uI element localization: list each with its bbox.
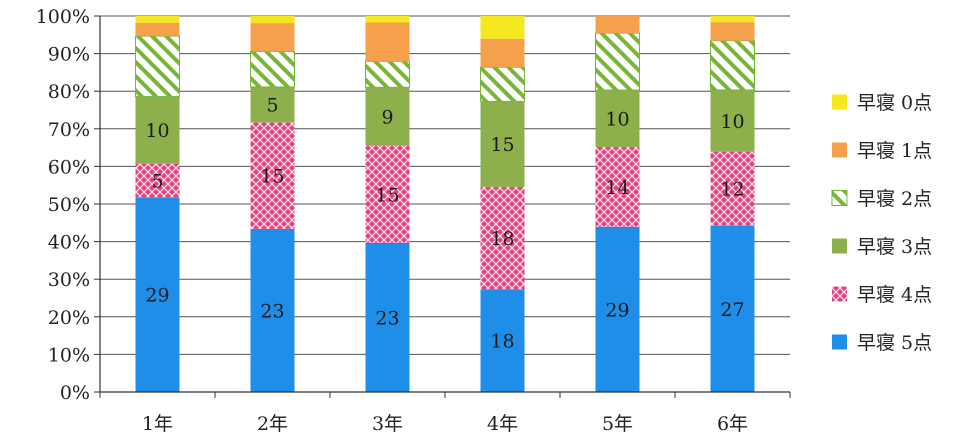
bar-segment [595, 147, 640, 227]
data-label: 18 [490, 228, 514, 250]
y-tick-label: 100% [36, 6, 90, 28]
bar-segment [480, 38, 525, 68]
data-label: 15 [375, 184, 399, 206]
bar-segment [710, 40, 755, 91]
bar-segment [595, 226, 640, 392]
bar-segment [135, 35, 180, 98]
bar-segment [250, 228, 295, 392]
y-tick-label: 90% [48, 44, 90, 66]
bar-segment [135, 197, 180, 392]
legend-entry-label: 早寝 1点 [857, 140, 932, 162]
x-tick-label: 5年 [602, 413, 633, 435]
y-tick-label: 50% [48, 194, 90, 216]
bar-segment [480, 289, 525, 392]
bar-segment [710, 89, 755, 152]
bar-segment [480, 101, 525, 187]
data-label: 10 [145, 120, 169, 142]
x-tick-label: 2年 [257, 413, 288, 435]
y-tick-label: 80% [48, 81, 90, 103]
bar-segment [480, 16, 525, 39]
bar-segment [250, 23, 295, 52]
bar-segment [710, 16, 755, 23]
bar-segment [135, 22, 180, 37]
data-label: 29 [145, 285, 169, 307]
data-label: 15 [490, 134, 514, 156]
bar-segment [365, 22, 410, 62]
bar-segment [250, 50, 295, 88]
y-tick-label: 0% [60, 382, 90, 404]
y-tick-label: 10% [48, 344, 90, 366]
bar-segment [595, 90, 640, 148]
data-label: 29 [605, 299, 629, 321]
legend-entry-label: 早寝 4点 [857, 284, 932, 306]
bar-segment [250, 86, 295, 123]
legend-swatch [832, 334, 847, 350]
legend-entry-label: 早寝 0点 [857, 92, 932, 114]
legend-entry-label: 早寝 5点 [857, 332, 932, 354]
x-tick-label: 6年 [717, 413, 748, 435]
data-label: 15 [260, 166, 284, 188]
bar-segment [480, 66, 525, 102]
bar-segment [710, 151, 755, 226]
axes: 0% 10% 20% 30% 40% 50% 60% 70% 80% 90% 100% 1年 2年 3年 4… [36, 6, 791, 435]
legend-entry-label: 早寝 2点 [857, 188, 932, 210]
legend-swatch [832, 94, 847, 110]
bar-segment [250, 16, 295, 24]
bar-segment [135, 96, 180, 164]
bar-segment [595, 16, 640, 34]
x-tick-label: 4年 [487, 413, 518, 435]
data-label: 5 [151, 171, 163, 193]
data-labels: 29 5 10 23 15 5 23 15 9 18 18 15 29 14 10 27 12 10 [145, 95, 744, 353]
legend-swatch [832, 286, 847, 302]
data-label: 18 [490, 331, 514, 353]
y-tick-label: 20% [48, 307, 90, 329]
legend-swatch [831, 190, 848, 206]
data-label: 14 [605, 177, 629, 199]
y-tick-label: 40% [48, 232, 90, 254]
legend-swatch [832, 238, 847, 254]
bar-segment [365, 87, 410, 146]
bar-segment [710, 22, 755, 41]
bar-segment [365, 60, 410, 88]
bar-segment [710, 225, 755, 392]
data-label: 27 [720, 299, 744, 321]
grid-lines [100, 15, 790, 393]
data-label: 10 [720, 111, 744, 133]
legend-entry-label: 早寝 3点 [857, 236, 932, 258]
data-label: 5 [266, 95, 278, 117]
bar-segment [365, 16, 410, 23]
data-label: 9 [381, 106, 393, 128]
bar-segment [595, 32, 640, 91]
bar-segment [365, 242, 410, 392]
legend-swatch [832, 142, 847, 158]
bar-segment [250, 122, 295, 229]
y-tick-label: 70% [48, 119, 90, 141]
bar-segment [480, 186, 525, 290]
bar-segment [135, 16, 180, 23]
bars [135, 16, 755, 392]
bar-segment [365, 145, 410, 243]
y-tick-label: 30% [48, 269, 90, 291]
data-label: 23 [375, 307, 399, 329]
data-label: 10 [605, 109, 629, 131]
data-label: 23 [260, 300, 284, 322]
x-tick-label: 3年 [372, 413, 403, 435]
bar-segment [135, 163, 180, 198]
x-tick-label: 1年 [142, 413, 173, 435]
y-tick-label: 60% [48, 156, 90, 178]
data-label: 12 [720, 179, 744, 201]
